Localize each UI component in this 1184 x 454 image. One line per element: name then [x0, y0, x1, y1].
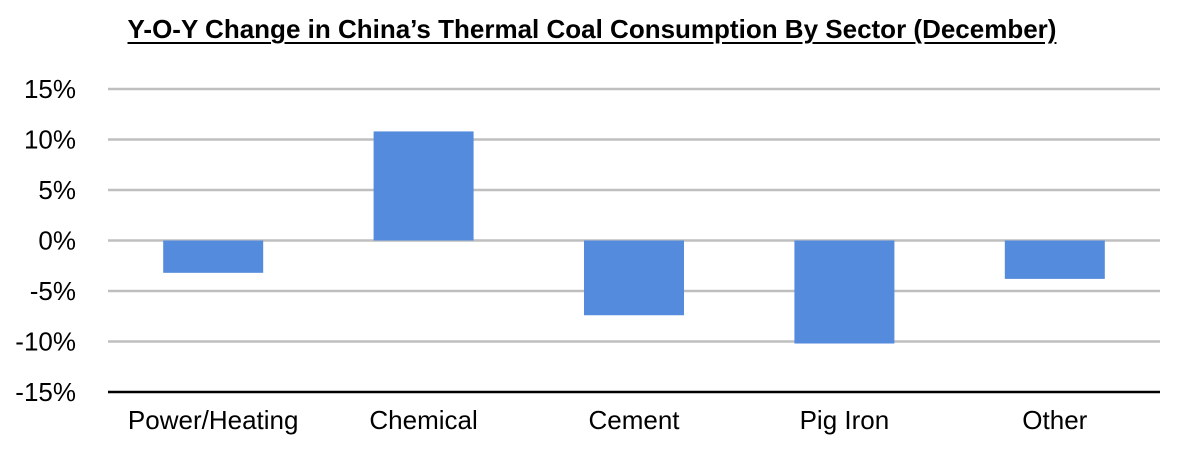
- bar: [373, 131, 474, 241]
- y-tick-label: -10%: [15, 327, 76, 357]
- y-tick-label: -5%: [30, 276, 76, 306]
- chart-title: Y-O-Y Change in China’s Thermal Coal Con…: [127, 14, 1057, 44]
- y-tick-label: 15%: [24, 74, 76, 104]
- y-tick-label: 0%: [38, 226, 76, 256]
- x-category-label: Other: [1022, 405, 1087, 435]
- x-category-label: Pig Iron: [800, 405, 890, 435]
- bars: [163, 131, 1105, 344]
- bar: [584, 240, 684, 316]
- x-category-label: Cement: [588, 405, 680, 435]
- x-axis-category-labels: Power/Heating Chemical Cement Pig Iron Other: [128, 405, 1088, 435]
- x-category-label: Power/Heating: [128, 405, 299, 435]
- bar: [794, 240, 895, 344]
- y-tick-label: 5%: [38, 175, 76, 205]
- bar: [163, 240, 264, 273]
- y-tick-label: -15%: [15, 377, 76, 407]
- y-axis-tick-labels: 15% 10% 5% 0% -5% -10% -15%: [15, 74, 76, 407]
- bar: [1004, 240, 1105, 279]
- x-category-label: Chemical: [369, 405, 477, 435]
- y-tick-label: 10%: [24, 125, 76, 155]
